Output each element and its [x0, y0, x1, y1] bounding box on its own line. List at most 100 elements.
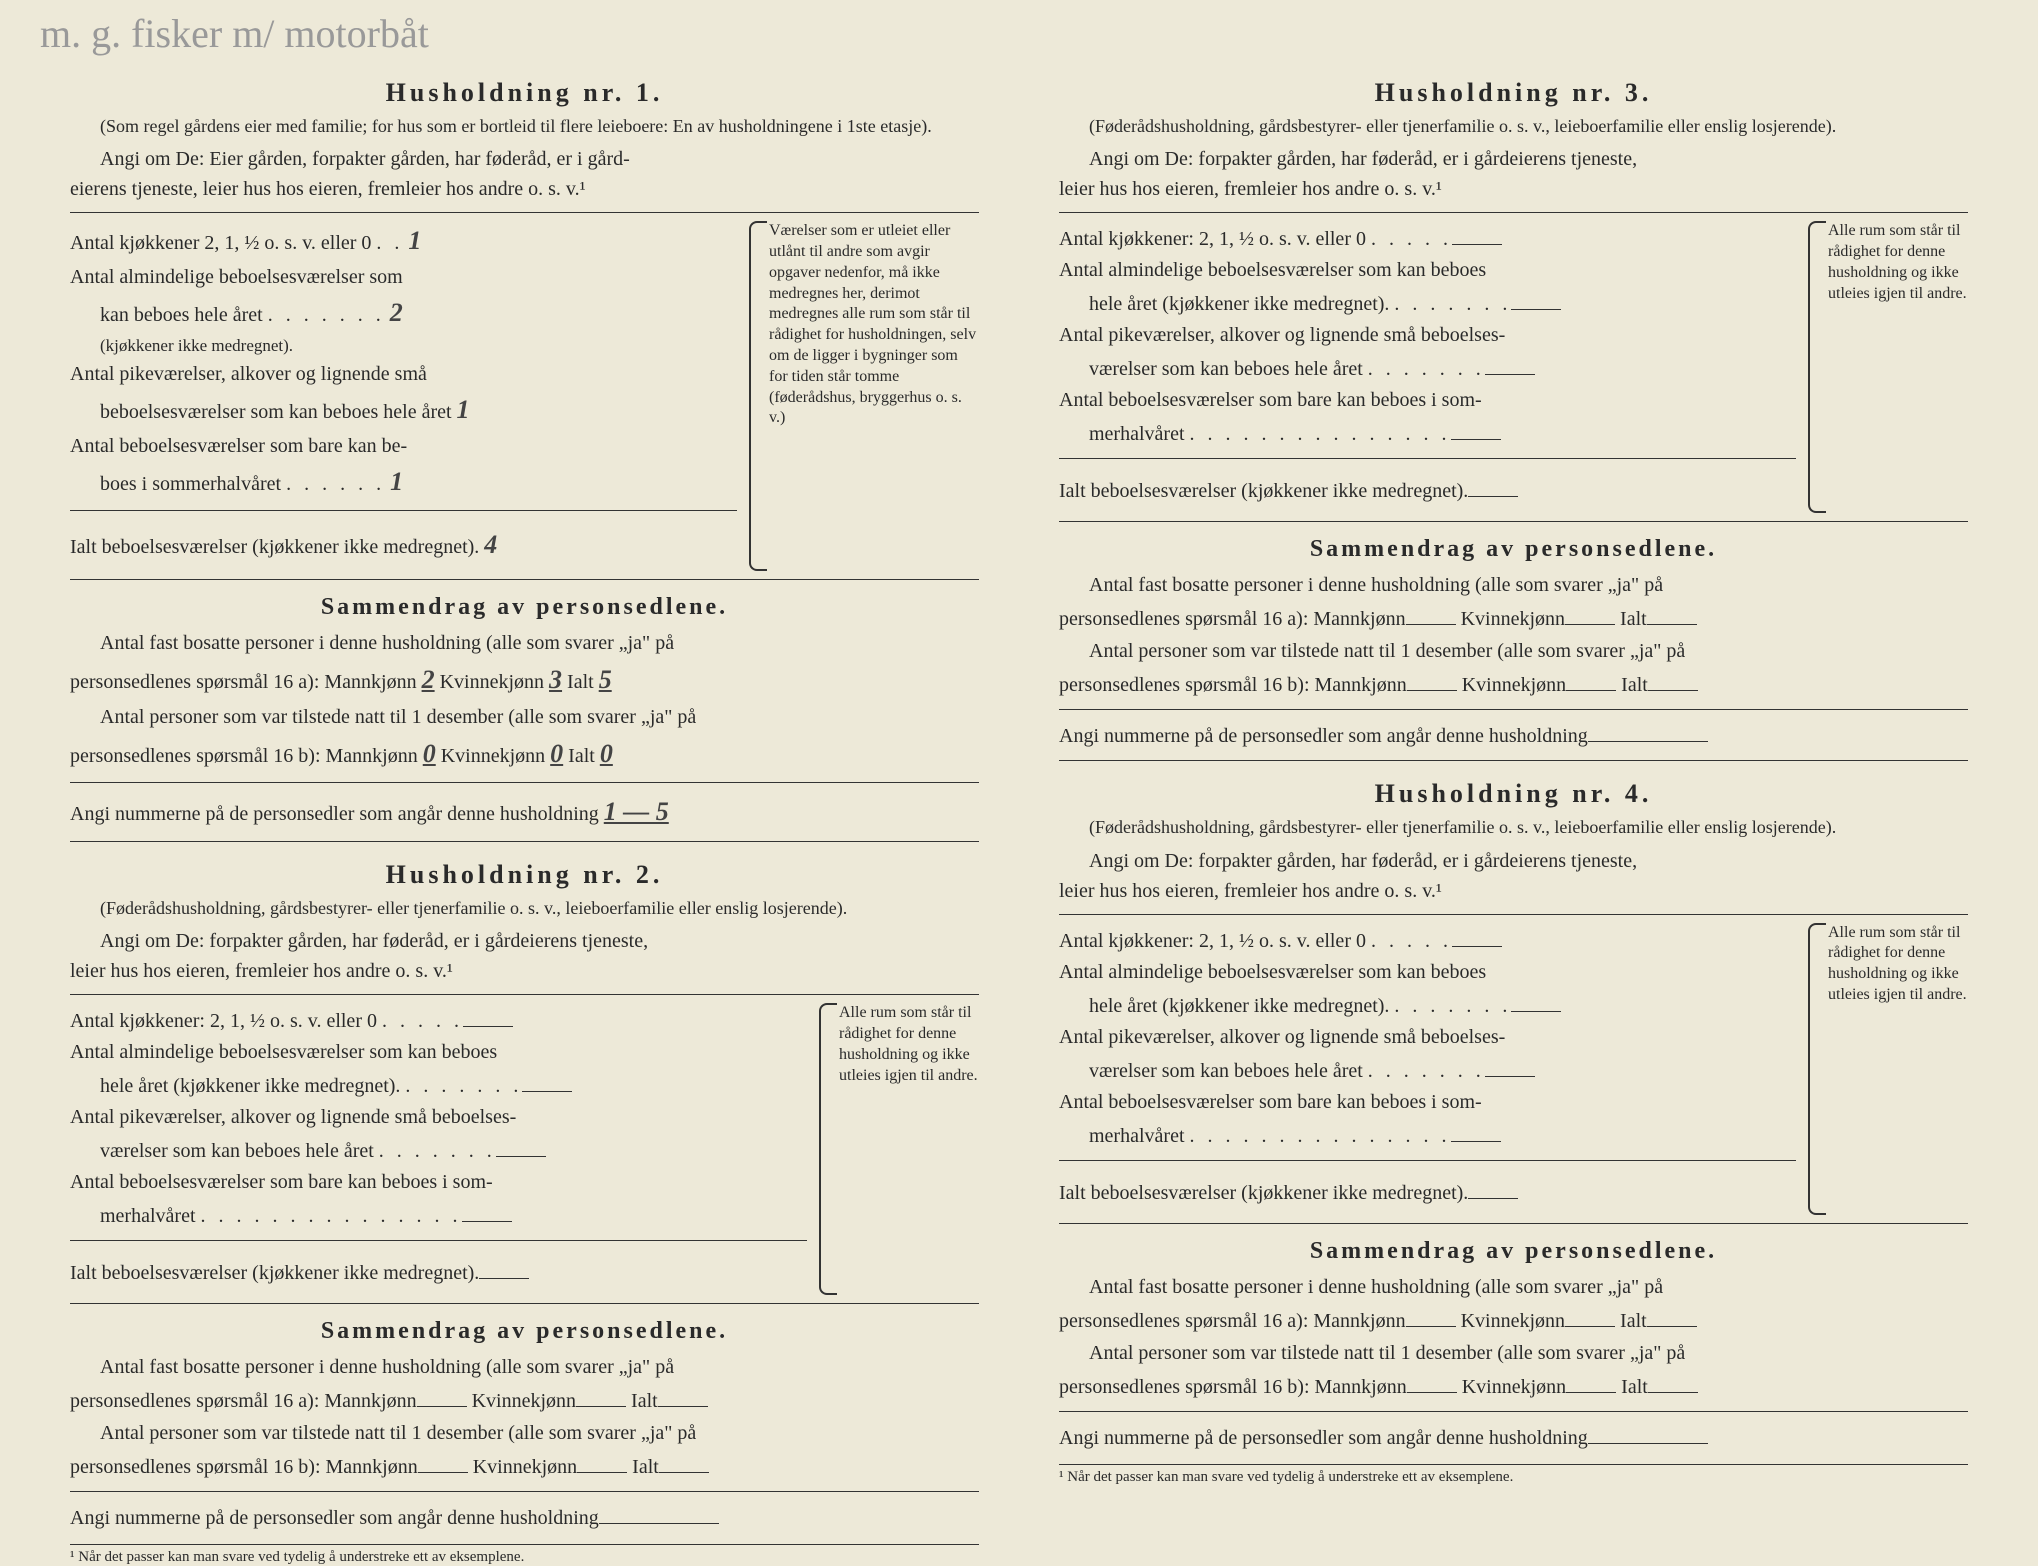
h1-antal-block: Antal kjøkkener 2, 1, ½ o. s. v. eller 0…	[70, 221, 979, 571]
h1-title: Husholdning nr. 1.	[70, 78, 979, 108]
h1-mann: 2	[422, 665, 435, 694]
h2-title: Husholdning nr. 2.	[70, 860, 979, 890]
h3-s2a: Antal personer som var tilstede natt til…	[1089, 640, 1685, 662]
h1-pike-l1: Antal pikeværelser, alkover og lignende …	[70, 363, 427, 385]
h4-kv-lbl: Kvinnekjønn	[1461, 1310, 1565, 1332]
h2-sidenote-text: Alle rum som står til rådighet for denne…	[839, 1004, 978, 1083]
h2-subtitle: (Føderådshusholdning, gårdsbestyrer- ell…	[70, 896, 979, 920]
h1-s1a: Antal fast bosatte personer i denne hush…	[100, 632, 674, 654]
h3-anginum: Angi nummerne på de personsedler som ang…	[1059, 718, 1968, 752]
h4-subtitle: (Føderådshusholdning, gårdsbestyrer- ell…	[1059, 815, 1968, 839]
h1-ialt3-lbl: Ialt	[568, 745, 595, 767]
h4-ilt-lbl2: Ialt	[1621, 1376, 1648, 1398]
h1-ialt2-lbl: Ialt	[567, 671, 594, 693]
h1-kv-lbl2: Kvinnekjønn	[441, 745, 545, 767]
h3-samm-title: Sammendrag av personsedlene.	[1059, 536, 1968, 563]
h3-ialt-lbl: Ialt beboelsesværelser (kjøkkener ikke m…	[1059, 480, 1468, 502]
h2-samm2: Antal personer som var tilstede natt til…	[70, 1417, 979, 1483]
h3-samm1: Antal fast bosatte personer i denne hush…	[1059, 569, 1968, 635]
h1-samm-title: Sammendrag av personsedlene.	[70, 594, 979, 621]
h2-pike-l1: Antal pikeværelser, alkover og lignende …	[70, 1106, 516, 1128]
h4-ialt-lbl: Ialt beboelsesværelser (kjøkkener ikke m…	[1059, 1182, 1468, 1204]
h4-kv-lbl2: Kvinnekjønn	[1462, 1376, 1566, 1398]
h3-alm-l2: hele året (kjøkkener ikke medregnet).	[1089, 293, 1389, 315]
h3-samm2: Antal personer som var tilstede natt til…	[1059, 635, 1968, 701]
h4-angi-l2: leier hus hos eieren, fremleier hos andr…	[1059, 880, 1442, 902]
right-page: Husholdning nr. 3. (Føderådshusholdning,…	[1019, 50, 2008, 1486]
h1-ialt-val: 4	[484, 530, 497, 559]
h2-ialt-lbl: Ialt beboelsesværelser (kjøkkener ikke m…	[70, 1262, 479, 1284]
h4-angi-l1: Angi om De: forpakter gården, har føderå…	[1089, 850, 1637, 872]
h1-alm-l2: kan beboes hele året	[100, 304, 263, 326]
h1-angi: Angi om De: Eier gården, forpakter gårde…	[70, 144, 979, 204]
h1-kv2: 0	[550, 739, 563, 768]
h3-anginum-lbl: Angi nummerne på de personsedler som ang…	[1059, 725, 1588, 747]
h3-ilt-lbl: Ialt	[1620, 608, 1647, 630]
h4-anginum-lbl: Angi nummerne på de personsedler som ang…	[1059, 1427, 1588, 1449]
h1-s1b: personsedlenes spørsmål 16 a): Mannkjønn	[70, 671, 417, 693]
h3-angi-l1: Angi om De: forpakter gården, har føderå…	[1089, 148, 1637, 170]
h3-som-l2: merhalvåret	[1089, 423, 1185, 445]
h2-ilt-lbl: Ialt	[631, 1390, 658, 1412]
h1-sidenote: Værelser som er utleiet eller utlånt til…	[749, 221, 979, 571]
h1-som-l2: boes i sommerhalvåret	[100, 473, 281, 495]
h3-antal-left: Antal kjøkkener: 2, 1, ½ o. s. v. eller …	[1059, 221, 1796, 513]
h3-kv-lbl2: Kvinnekjønn	[1462, 674, 1566, 696]
h1-pike-l2: beboelsesværelser som kan beboes hele år…	[100, 401, 452, 423]
h2-ilt-lbl2: Ialt	[632, 1456, 659, 1478]
h2-som-l1: Antal beboelsesværelser som bare kan beb…	[70, 1171, 493, 1193]
h1-s2a: Antal personer som var tilstede natt til…	[100, 706, 696, 728]
h2-angi-l2: leier hus hos eieren, fremleier hos andr…	[70, 960, 453, 982]
h4-sidenote-text: Alle rum som står til rådighet for denne…	[1828, 924, 1967, 1003]
h1-anginum: Angi nummerne på de personsedler som ang…	[70, 791, 979, 833]
h3-s1b: personsedlenes spørsmål 16 a): Mannkjønn	[1059, 608, 1406, 630]
h2-kv-lbl: Kvinnekjønn	[472, 1390, 576, 1412]
h2-som-l2: merhalvåret	[100, 1205, 196, 1227]
h3-title: Husholdning nr. 3.	[1059, 78, 1968, 108]
h3-ilt-lbl2: Ialt	[1621, 674, 1648, 696]
h1-samm1: Antal fast bosatte personer i denne hush…	[70, 627, 979, 701]
h2-anginum: Angi nummerne på de personsedler som ang…	[70, 1500, 979, 1534]
h2-alm-l1: Antal almindelige beboelsesværelser som …	[70, 1041, 497, 1063]
h4-pike-l2: værelser som kan beboes hele året	[1089, 1060, 1363, 1082]
h1-subtitle: (Som regel gårdens eier med familie; for…	[70, 114, 979, 138]
h1-antal-left: Antal kjøkkener 2, 1, ½ o. s. v. eller 0…	[70, 221, 737, 571]
h4-sidenote: Alle rum som står til rådighet for denne…	[1808, 923, 1968, 1215]
h2-samm1: Antal fast bosatte personer i denne hush…	[70, 1351, 979, 1417]
h1-ialt2: 5	[599, 665, 612, 694]
h3-angi: Angi om De: forpakter gården, har føderå…	[1059, 144, 1968, 204]
h4-pike-l1: Antal pikeværelser, alkover og lignende …	[1059, 1026, 1505, 1048]
h2-angi-l1: Angi om De: forpakter gården, har føderå…	[100, 930, 648, 952]
h1-kjok-label: Antal kjøkkener 2, 1, ½ o. s. v. eller 0	[70, 232, 371, 254]
h1-mann2: 0	[423, 739, 436, 768]
h3-kv-lbl: Kvinnekjønn	[1461, 608, 1565, 630]
h3-som-l1: Antal beboelsesværelser som bare kan beb…	[1059, 389, 1482, 411]
h4-s1b: personsedlenes spørsmål 16 a): Mannkjønn	[1059, 1310, 1406, 1332]
h2-s1b: personsedlenes spørsmål 16 a): Mannkjønn	[70, 1390, 417, 1412]
h1-kv: 3	[549, 665, 562, 694]
footnote-left: ¹ Når det passer kan man svare ved tydel…	[70, 1544, 979, 1566]
h1-samm2: Antal personer som var tilstede natt til…	[70, 701, 979, 775]
h4-antal-block: Antal kjøkkener: 2, 1, ½ o. s. v. eller …	[1059, 923, 1968, 1215]
h3-angi-l2: leier hus hos eieren, fremleier hos andr…	[1059, 178, 1442, 200]
h1-ialt-lbl: Ialt beboelsesværelser (kjøkkener ikke m…	[70, 536, 479, 558]
h3-s1a: Antal fast bosatte personer i denne hush…	[1089, 574, 1663, 596]
h1-alm-note: (kjøkkener ikke medregnet).	[100, 336, 293, 355]
h4-alm-l2: hele året (kjøkkener ikke medregnet).	[1089, 995, 1389, 1017]
h2-antal-block: Antal kjøkkener: 2, 1, ½ o. s. v. eller …	[70, 1003, 979, 1295]
h2-kjok-lbl: Antal kjøkkener: 2, 1, ½ o. s. v. eller …	[70, 1010, 377, 1032]
h1-ialt3: 0	[600, 739, 613, 768]
h1-angi-line1: Angi om De: Eier gården, forpakter gårde…	[100, 148, 630, 170]
h4-som-l2: merhalvåret	[1089, 1125, 1185, 1147]
h3-alm-l1: Antal almindelige beboelsesværelser som …	[1059, 259, 1486, 281]
h4-angi: Angi om De: forpakter gården, har føderå…	[1059, 846, 1968, 906]
h2-antal-left: Antal kjøkkener: 2, 1, ½ o. s. v. eller …	[70, 1003, 807, 1295]
h2-sidenote: Alle rum som står til rådighet for denne…	[819, 1003, 979, 1295]
h4-som-l1: Antal beboelsesværelser som bare kan beb…	[1059, 1091, 1482, 1113]
divider	[70, 212, 979, 213]
h3-pike-l2: værelser som kan beboes hele året	[1089, 358, 1363, 380]
h4-kjok-lbl: Antal kjøkkener: 2, 1, ½ o. s. v. eller …	[1059, 930, 1366, 952]
h4-anginum: Angi nummerne på de personsedler som ang…	[1059, 1420, 1968, 1454]
h4-s2a: Antal personer som var tilstede natt til…	[1089, 1342, 1685, 1364]
h1-alm-l1: Antal almindelige beboelsesværelser som	[70, 266, 403, 288]
